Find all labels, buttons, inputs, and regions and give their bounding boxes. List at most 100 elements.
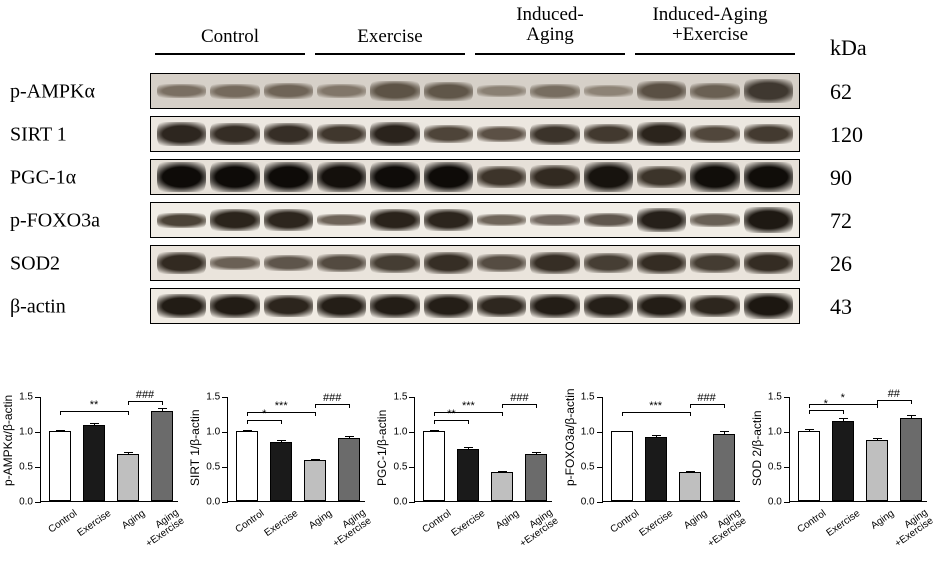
sig-bracket-drop <box>724 404 725 408</box>
blot-band <box>210 294 259 318</box>
y-axis-label: SIRT 1/β-actin <box>188 409 202 486</box>
sig-bracket-drop <box>128 411 129 415</box>
y-tick <box>784 397 790 398</box>
blot-band <box>637 122 686 146</box>
bar-chart: SIRT 1/β-actin0.00.51.01.5ControlExercis… <box>193 387 378 557</box>
blot-band <box>317 162 366 192</box>
group-underline <box>155 53 305 55</box>
sig-bracket <box>622 412 690 413</box>
y-tick <box>597 502 603 503</box>
blot-band <box>264 295 313 317</box>
y-tick <box>35 467 41 468</box>
sig-bracket-drop <box>247 420 248 424</box>
sig-bracket-drop <box>843 410 844 414</box>
group-label: Control <box>150 27 310 47</box>
sig-bracket-drop <box>434 420 435 424</box>
sig-annotation: * <box>841 392 845 404</box>
y-tick <box>784 502 790 503</box>
y-tick-label: 1.0 <box>760 427 782 438</box>
blot-band <box>530 124 579 145</box>
blot-band <box>264 209 313 231</box>
y-tick <box>222 502 228 503</box>
group-label: Induced-Aging+Exercise <box>630 5 790 45</box>
bar-chart: SOD 2/β-actin0.00.51.01.5ControlExercise… <box>755 387 940 557</box>
blot-band <box>370 122 419 146</box>
bar <box>611 431 633 501</box>
sig-bracket <box>690 404 724 405</box>
blot-band <box>584 85 633 97</box>
blot-band <box>477 85 526 97</box>
blot-band <box>157 162 206 192</box>
y-tick <box>409 467 415 468</box>
y-tick <box>597 432 603 433</box>
kda-value: 72 <box>830 208 852 234</box>
y-tick <box>35 502 41 503</box>
blot-band <box>370 253 419 273</box>
sig-bracket-drop <box>502 404 503 408</box>
protein-label: p-FOXO3a <box>10 210 140 233</box>
bar <box>457 449 479 501</box>
blot-band <box>744 207 793 233</box>
sig-bracket <box>877 400 911 401</box>
y-tick <box>409 432 415 433</box>
plot-area: 0.00.51.01.5ControlExerciseAgingAging+Ex… <box>602 397 740 502</box>
blot-band <box>370 162 419 192</box>
bar <box>832 421 854 502</box>
error-cap <box>158 408 167 409</box>
blot-row: p-FOXO3a 72 <box>10 202 936 240</box>
sig-bracket-drop <box>281 420 282 424</box>
blot-band <box>157 252 206 274</box>
bar <box>900 418 922 501</box>
y-tick <box>35 397 41 398</box>
blot-band <box>637 294 686 318</box>
blot-band <box>477 254 526 272</box>
kda-value: 43 <box>830 294 852 320</box>
blot-row: SIRT 1120 <box>10 116 936 154</box>
sig-bracket <box>247 412 315 413</box>
sig-bracket-drop <box>162 401 163 405</box>
error-cap <box>90 423 99 424</box>
blot-band <box>317 124 366 144</box>
blot-band <box>210 209 259 231</box>
y-tick-label: 1.0 <box>11 427 33 438</box>
protein-label: SOD2 <box>10 253 140 276</box>
blot-band <box>530 165 579 189</box>
error-cap <box>464 447 473 448</box>
group-label: Induced-Aging <box>470 5 630 45</box>
error-cap <box>311 459 320 460</box>
y-tick-label: 0.5 <box>573 462 595 473</box>
error-cap <box>498 471 507 472</box>
sig-bracket <box>434 412 502 413</box>
blot-band <box>424 209 473 231</box>
kda-value: 120 <box>830 122 863 148</box>
bar <box>491 472 513 501</box>
bar <box>645 437 667 501</box>
blot-band <box>584 213 633 227</box>
sig-annotation: *** <box>649 400 662 412</box>
bar <box>866 440 888 501</box>
y-tick <box>409 502 415 503</box>
blot-band <box>477 295 526 317</box>
y-tick-label: 1.5 <box>573 392 595 403</box>
kda-header: kDa <box>830 35 867 61</box>
blot-band <box>264 162 313 192</box>
blot-row: SOD226 <box>10 245 936 283</box>
error-cap <box>907 415 916 416</box>
y-tick <box>222 397 228 398</box>
blot-band <box>210 256 259 270</box>
sig-bracket-drop <box>315 404 316 408</box>
sig-bracket-drop <box>60 411 61 415</box>
kda-value: 90 <box>830 165 852 191</box>
y-tick-label: 0.0 <box>760 497 782 508</box>
blot-band <box>477 126 526 142</box>
error-cap <box>618 431 627 432</box>
sig-annotation: *** <box>462 400 475 412</box>
error-cap <box>56 430 65 431</box>
bar-chart: PGC-1/β-actin0.00.51.01.5ControlExercise… <box>380 387 565 557</box>
sig-bracket <box>60 411 128 412</box>
y-axis-label: PGC-1/β-actin <box>375 409 389 485</box>
blot-band <box>690 125 739 143</box>
sig-annotation: ### <box>136 389 154 401</box>
sig-annotation: *** <box>275 400 288 412</box>
bar <box>236 431 258 501</box>
